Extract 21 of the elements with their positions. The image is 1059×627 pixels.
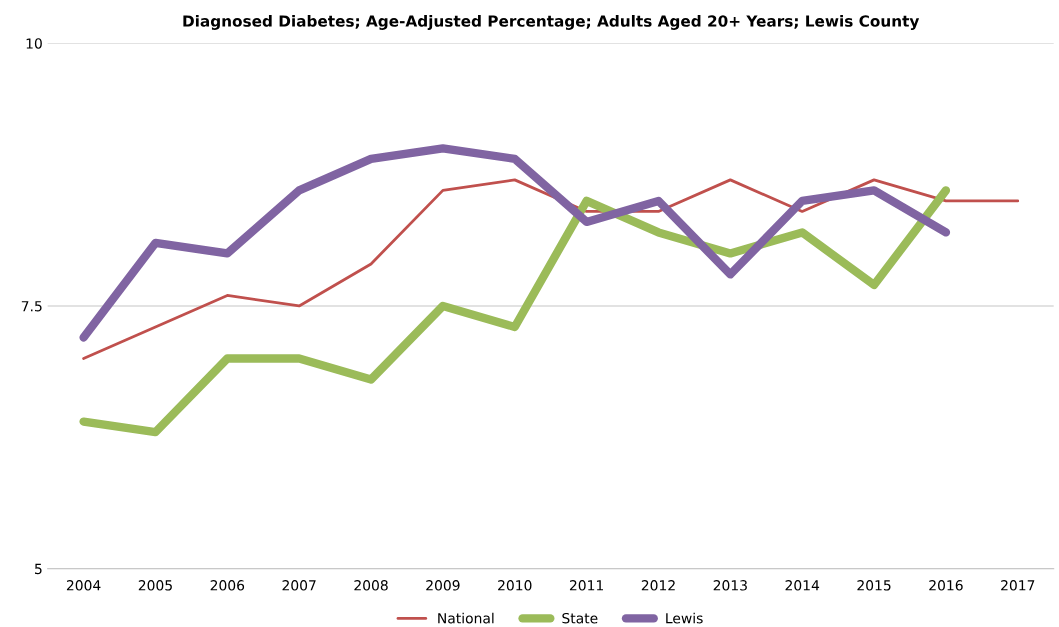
x-tick-label: 2012 bbox=[641, 580, 675, 591]
y-tick-label: 5 bbox=[35, 563, 42, 575]
legend-label: Lewis bbox=[666, 612, 703, 624]
x-tick-label: 2007 bbox=[282, 580, 316, 591]
x-tick-label: 2006 bbox=[210, 580, 245, 591]
x-tick-label: 2011 bbox=[569, 580, 603, 591]
y-tick-label: 10 bbox=[26, 38, 42, 49]
x-tick-label: 2005 bbox=[138, 580, 172, 591]
x-tick-label: 2009 bbox=[426, 580, 460, 591]
x-tick-label: 2010 bbox=[498, 580, 532, 591]
x-tick-label: 2014 bbox=[785, 580, 820, 591]
x-tick-label: 2008 bbox=[354, 580, 388, 591]
legend-label: State bbox=[562, 612, 598, 624]
chart-title: Diagnosed Diabetes; Age-Adjusted Percentage; Adults Aged 20+ Years; Lewis County bbox=[183, 14, 920, 30]
x-tick-label: 2016 bbox=[929, 580, 963, 591]
legend-label: National bbox=[438, 612, 494, 624]
x-tick-label: 2017 bbox=[1001, 580, 1035, 591]
x-tick-label: 2015 bbox=[857, 580, 891, 591]
x-tick-label: 2013 bbox=[713, 580, 747, 591]
y-tick-label: 7.5 bbox=[21, 301, 42, 312]
x-tick-label: 2004 bbox=[66, 580, 101, 591]
